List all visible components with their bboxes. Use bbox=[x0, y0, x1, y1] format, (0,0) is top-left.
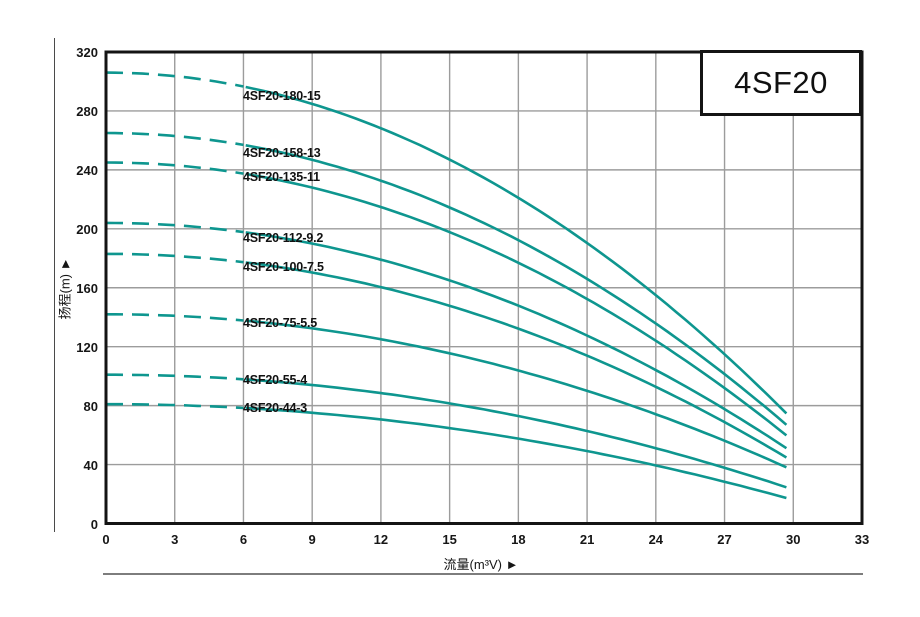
series-title-box: 4SF20 bbox=[700, 50, 862, 116]
pump-curve-dashed-4SF20-112-9.2 bbox=[105, 221, 244, 234]
y-axis-label: 扬程(m) ► bbox=[57, 257, 73, 320]
pump-curve-4SF20-112-9.2 bbox=[245, 231, 788, 450]
y-tick-120: 120 bbox=[76, 339, 98, 355]
curve-label-4SF20-55-4: 4SF20-55-4 bbox=[243, 373, 308, 387]
plot-frame bbox=[104, 50, 864, 525]
curve-label-4SF20-75-5.5: 4SF20-75-5.5 bbox=[243, 316, 318, 330]
pump-curve-dashed-4SF20-75-5.5 bbox=[106, 313, 244, 322]
x-tick-27: 27 bbox=[717, 531, 732, 547]
curve-label-4SF20-44-3: 4SF20-44-3 bbox=[243, 401, 308, 415]
pump-curve-4SF20-158-13 bbox=[245, 144, 788, 426]
x-tick-15: 15 bbox=[442, 531, 457, 547]
pump-curve-dashed-4SF20-44-3 bbox=[106, 402, 244, 410]
pump-curve-4SF20-135-11 bbox=[245, 172, 788, 437]
x-tick-3: 3 bbox=[171, 531, 179, 547]
pump-curve-4SF20-75-5.5 bbox=[245, 319, 787, 469]
y-tick-320: 320 bbox=[76, 45, 98, 60]
series-title: 4SF20 bbox=[734, 65, 828, 100]
y-tick-280: 280 bbox=[76, 103, 98, 119]
pump-curve-4SF20-100-7.5 bbox=[245, 261, 788, 459]
y-tick-240: 240 bbox=[76, 162, 98, 178]
y-tick-200: 200 bbox=[76, 221, 98, 237]
curve-label-4SF20-180-15: 4SF20-180-15 bbox=[243, 89, 321, 103]
y-tick-160: 160 bbox=[76, 280, 98, 296]
pump-curve-4SF20-180-15 bbox=[245, 85, 788, 415]
left-border-line bbox=[54, 38, 55, 532]
pump-curve-4SF20-44-3 bbox=[245, 406, 787, 500]
x-tick-0: 0 bbox=[102, 531, 110, 547]
x-tick-30: 30 bbox=[786, 531, 801, 547]
x-tick-6: 6 bbox=[239, 531, 248, 547]
curve-label-4SF20-135-11: 4SF20-135-11 bbox=[243, 170, 320, 184]
x-tick-18: 18 bbox=[511, 531, 526, 547]
pump-curves bbox=[105, 71, 788, 500]
curve-label-4SF20-112-9.2: 4SF20-112-9.2 bbox=[243, 231, 324, 245]
bottom-divider-line bbox=[103, 573, 863, 575]
x-tick-9: 9 bbox=[308, 531, 316, 547]
pump-curve-dashed-4SF20-158-13 bbox=[105, 131, 244, 147]
pump-curve-dashed-4SF20-135-11 bbox=[105, 161, 244, 175]
x-tick-21: 21 bbox=[579, 531, 595, 547]
x-tick-12: 12 bbox=[373, 531, 389, 547]
curve-label-4SF20-158-13: 4SF20-158-13 bbox=[243, 146, 321, 160]
pump-curve-dashed-4SF20-100-7.5 bbox=[106, 252, 244, 264]
curve-label-4SF20-100-7.5: 4SF20-100-7.5 bbox=[243, 260, 324, 274]
pump-curve-4SF20-55-4 bbox=[245, 378, 787, 489]
pump-curve-dashed-4SF20-180-15 bbox=[105, 71, 244, 88]
axes-frame bbox=[104, 50, 864, 525]
y-tick-0: 0 bbox=[90, 516, 98, 532]
x-axis-label: 流量(m³V) ► bbox=[443, 557, 519, 572]
grid-lines bbox=[106, 52, 862, 524]
x-tick-33: 33 bbox=[854, 531, 870, 547]
pump-curve-dashed-4SF20-55-4 bbox=[106, 373, 244, 381]
y-tick-80: 80 bbox=[83, 398, 98, 414]
y-tick-40: 40 bbox=[83, 457, 98, 473]
x-tick-24: 24 bbox=[648, 531, 664, 547]
